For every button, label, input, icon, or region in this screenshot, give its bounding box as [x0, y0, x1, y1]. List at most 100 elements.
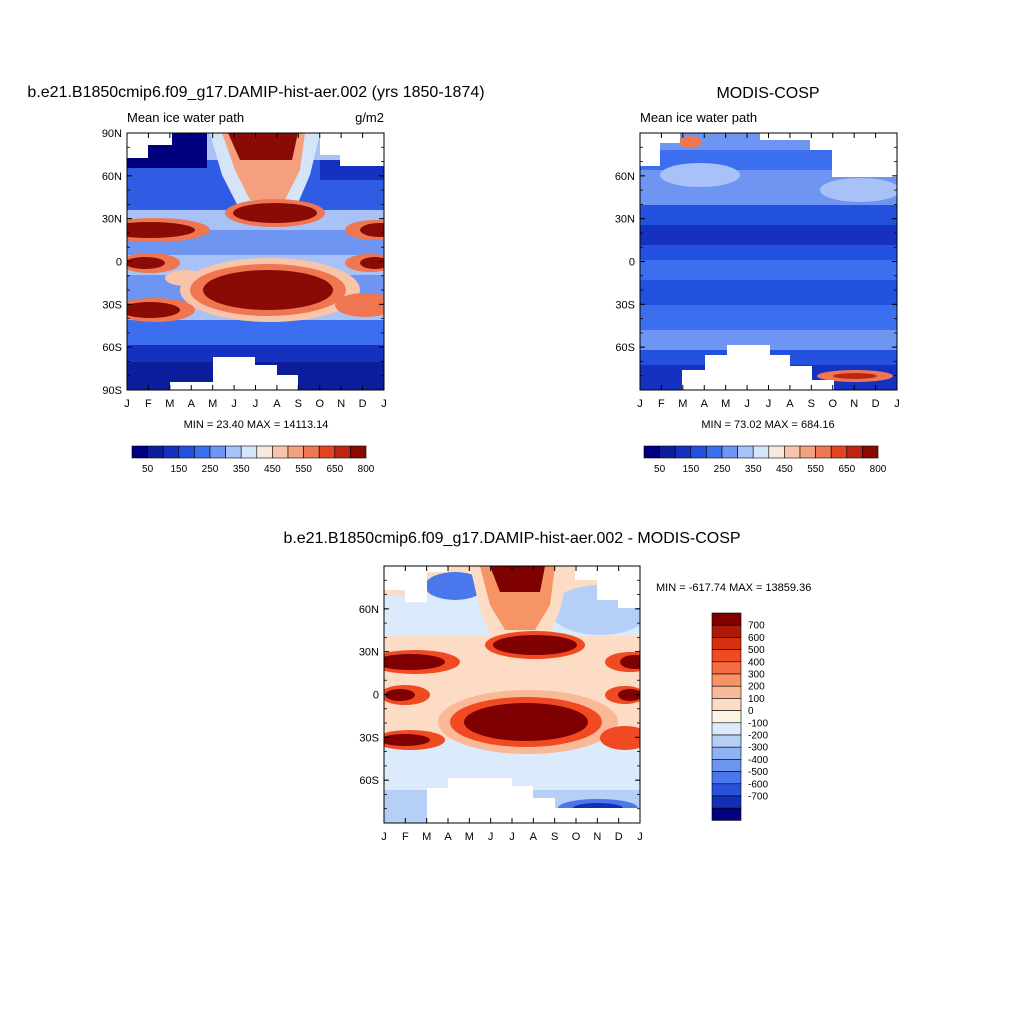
colorbar-label: 400	[748, 657, 765, 668]
colorbar-swatch	[643, 445, 660, 459]
x-tick-label: M	[208, 398, 217, 410]
colorbar-label: 500	[748, 645, 765, 656]
colorbar-swatch	[711, 783, 742, 797]
colorbar-swatch	[815, 445, 832, 459]
colorbar-swatch	[799, 445, 816, 459]
colorbar-label: -500	[748, 767, 768, 778]
colorbar-label: 0	[748, 706, 754, 717]
y-tick-label: 30S	[102, 299, 122, 311]
x-tick-label: J	[124, 398, 130, 410]
colorbar-swatch	[846, 445, 863, 459]
colorbar-swatch	[272, 445, 289, 459]
colorbar-swatch	[711, 722, 742, 736]
panel3-stats: MIN = -617.74 MAX = 13859.36	[656, 582, 811, 594]
colorbar-label: 350	[745, 464, 762, 475]
colorbar-swatch	[194, 445, 211, 459]
colorbar-label: 250	[202, 464, 219, 475]
panel1-subtitle-right: g/m2	[355, 110, 384, 125]
colorbar-swatch	[287, 445, 304, 459]
x-tick-label: O	[572, 831, 581, 843]
x-tick-label: N	[337, 398, 345, 410]
colorbar-swatch	[711, 673, 742, 687]
colorbar-swatch	[711, 624, 742, 638]
colorbar-label: 50	[654, 464, 666, 475]
colorbar-swatch	[830, 445, 848, 459]
colorbar-swatch	[711, 685, 742, 699]
panel2-subtitle-left: Mean ice water path	[640, 110, 757, 125]
panel3-heatmap	[384, 566, 640, 823]
colorbar-swatch	[752, 445, 770, 459]
colorbar-swatch	[256, 445, 273, 459]
colorbar-swatch	[711, 710, 742, 724]
x-tick-label: A	[530, 831, 538, 843]
x-tick-label: M	[422, 831, 431, 843]
colorbar-swatch	[711, 759, 742, 772]
colorbar-swatch	[768, 445, 785, 459]
panel1-colorbar: 50 150 250 350 450 550 650 800	[131, 445, 375, 475]
colorbar-label: 300	[748, 670, 765, 681]
colorbar-label: 700	[748, 621, 765, 632]
panel3-title: b.e21.B1850cmip6.f09_g17.DAMIP-hist-aer.…	[283, 530, 740, 547]
colorbar-swatch	[711, 807, 742, 821]
panel1-stats: MIN = 23.40 MAX = 14113.14	[184, 419, 329, 431]
x-tick-label: A	[188, 398, 196, 410]
colorbar-swatch	[711, 734, 742, 748]
x-tick-label: J	[253, 398, 259, 410]
colorbar-label: 100	[748, 694, 765, 705]
colorbar-label: -700	[748, 792, 768, 803]
colorbar-label: 550	[295, 464, 312, 475]
colorbar-swatch	[711, 661, 742, 675]
colorbar-label: 150	[682, 464, 699, 475]
panel1-heatmap	[127, 133, 384, 390]
colorbar-label: 800	[358, 464, 375, 475]
x-tick-label: M	[678, 398, 687, 410]
colorbar-swatch	[162, 445, 180, 459]
y-tick-label: 0	[629, 257, 635, 269]
colorbar-swatch	[721, 445, 738, 459]
colorbar-swatch	[178, 445, 195, 459]
x-tick-label: M	[465, 831, 474, 843]
panel2-y-axis: 60N 30N 0 30S 60S	[615, 132, 897, 391]
colorbar-label: -400	[748, 755, 768, 766]
colorbar-label: -100	[748, 718, 768, 729]
y-tick-label: 90N	[102, 128, 122, 140]
colorbar-swatch	[240, 445, 258, 459]
y-tick-label: 60S	[359, 775, 379, 787]
colorbar-label: -600	[748, 779, 768, 790]
colorbar-swatch	[711, 637, 742, 650]
colorbar-label: 450	[776, 464, 793, 475]
x-tick-label: J	[381, 398, 387, 410]
colorbar-swatch	[674, 445, 692, 459]
x-tick-label: A	[444, 831, 452, 843]
y-tick-label: 30S	[615, 299, 635, 311]
x-tick-label: S	[295, 398, 302, 410]
colorbar-swatch	[131, 445, 148, 459]
y-tick-label: 60S	[102, 342, 122, 354]
x-tick-label: S	[808, 398, 815, 410]
colorbar-swatch	[862, 445, 879, 459]
colorbar-swatch	[350, 445, 367, 459]
colorbar-label: 600	[748, 633, 765, 644]
colorbar-label: 800	[870, 464, 887, 475]
colorbar-swatch	[225, 445, 242, 459]
colorbar-swatch	[737, 445, 754, 459]
x-tick-label: D	[872, 398, 880, 410]
colorbar-swatch	[147, 445, 164, 459]
colorbar-label: 450	[264, 464, 281, 475]
x-tick-label: D	[615, 831, 623, 843]
x-tick-label: J	[381, 831, 387, 843]
x-tick-label: J	[744, 398, 750, 410]
colorbar-swatch	[209, 445, 226, 459]
panel2-stats: MIN = 73.02 MAX = 684.16	[701, 419, 834, 431]
colorbar-swatch	[784, 445, 801, 459]
colorbar-label: 200	[748, 682, 765, 693]
y-tick-label: 60S	[615, 342, 635, 354]
panel3-y-axis: 60N 30N 0 30S 60S	[359, 565, 640, 824]
colorbar-label: 650	[838, 464, 855, 475]
panel-model: b.e21.B1850cmip6.f09_g17.DAMIP-hist-aer.…	[27, 84, 484, 475]
